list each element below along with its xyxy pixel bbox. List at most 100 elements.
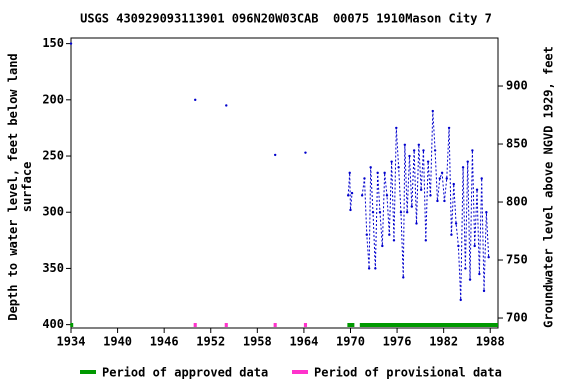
data-point [194, 98, 197, 102]
data-point [363, 177, 366, 180]
data-point [438, 177, 441, 180]
data-point [478, 272, 481, 276]
data-point [424, 239, 427, 242]
data-point [426, 160, 430, 163]
data-point [383, 171, 386, 175]
x-tick-label: 1952 [196, 335, 225, 349]
data-point [410, 205, 414, 208]
period-bar [273, 323, 277, 327]
data-point [388, 233, 391, 236]
data-point [395, 126, 398, 130]
data-point [346, 194, 350, 197]
data-point [450, 233, 453, 236]
data-point [225, 104, 228, 107]
data-point [403, 143, 407, 146]
data-point [461, 166, 465, 169]
x-tick-label: 1988 [476, 335, 505, 349]
data-point [433, 149, 437, 152]
period-bar [70, 323, 74, 327]
data-point [412, 149, 416, 152]
data-point [445, 177, 448, 180]
data-point [473, 244, 476, 248]
data-point [440, 171, 444, 175]
legend-label: Period of approved data [102, 366, 268, 380]
data-point [365, 233, 368, 236]
data-point [422, 149, 425, 152]
data-point [485, 211, 488, 214]
data-point [487, 255, 490, 259]
y2-tick-label: 850 [506, 137, 528, 151]
y-axis-label: Depth to water level, feet below landsur… [5, 53, 33, 320]
y-tick-label: 300 [42, 205, 64, 219]
data-point [419, 188, 423, 191]
y-tick-label: 250 [42, 149, 64, 163]
data-point [464, 267, 467, 270]
x-tick-label: 1970 [336, 335, 365, 349]
data-point [482, 289, 486, 293]
x-tick-label: 1976 [383, 335, 412, 349]
data-point [348, 171, 351, 175]
data-point [417, 143, 421, 146]
x-tick-label: 1964 [289, 335, 318, 349]
data-point [452, 182, 455, 186]
series-line [361, 111, 490, 300]
data-point [390, 160, 393, 163]
x-tick-label: 1934 [57, 335, 86, 349]
legend-label: Period of provisional data [314, 366, 502, 380]
plot-frame [70, 37, 499, 329]
data-point [466, 160, 469, 163]
data-point [397, 166, 400, 169]
y-tick-label: 350 [42, 261, 64, 275]
data-point [475, 188, 479, 191]
data-point [443, 199, 446, 203]
y-tick-label: 200 [42, 92, 64, 106]
period-bar [193, 323, 197, 327]
data-point [374, 267, 377, 270]
x-tick-label: 1982 [429, 335, 458, 349]
data-point [350, 191, 354, 195]
data-point [367, 267, 371, 270]
y-tick-label: 150 [42, 36, 64, 50]
data-point [447, 126, 451, 130]
data-point [431, 109, 434, 113]
x-tick-label: 1946 [150, 335, 179, 349]
y2-tick-label: 750 [506, 253, 528, 267]
period-bar [303, 323, 308, 327]
y2-tick-label: 800 [506, 195, 528, 209]
period-bar [224, 323, 228, 327]
data-point [471, 149, 474, 152]
data-point [378, 211, 382, 214]
data-point [436, 199, 439, 203]
data-point [454, 222, 458, 225]
data-point [304, 151, 307, 154]
x-tick-label: 1958 [243, 335, 272, 349]
data-point [415, 222, 418, 225]
data-point [405, 211, 409, 214]
data-point [360, 194, 364, 197]
data-point [69, 42, 73, 45]
data-point [459, 298, 462, 302]
y-tick-label: 400 [42, 317, 64, 331]
data-point [429, 194, 432, 197]
data-point [457, 244, 460, 248]
data-point [381, 244, 384, 248]
data-point [392, 239, 396, 242]
y2-axis-label: Groundwater level above NGVD 1929, feet [542, 46, 556, 328]
data-point [371, 211, 375, 214]
period-bar [359, 323, 498, 327]
y2-tick-label: 700 [506, 311, 528, 325]
data-point [385, 194, 389, 197]
data-point [369, 166, 372, 169]
chart-title: USGS 430929093113901 096N20W03CAB 00075 … [80, 12, 492, 26]
y2-tick-label: 900 [506, 79, 528, 93]
series-line [347, 172, 353, 211]
data-point [399, 211, 403, 214]
period-bar [347, 323, 355, 327]
data-point [468, 278, 472, 281]
data-point [376, 171, 379, 175]
data-point [408, 154, 411, 158]
x-tick-label: 1940 [103, 335, 132, 349]
data-point [273, 153, 277, 157]
data-point [402, 276, 405, 279]
